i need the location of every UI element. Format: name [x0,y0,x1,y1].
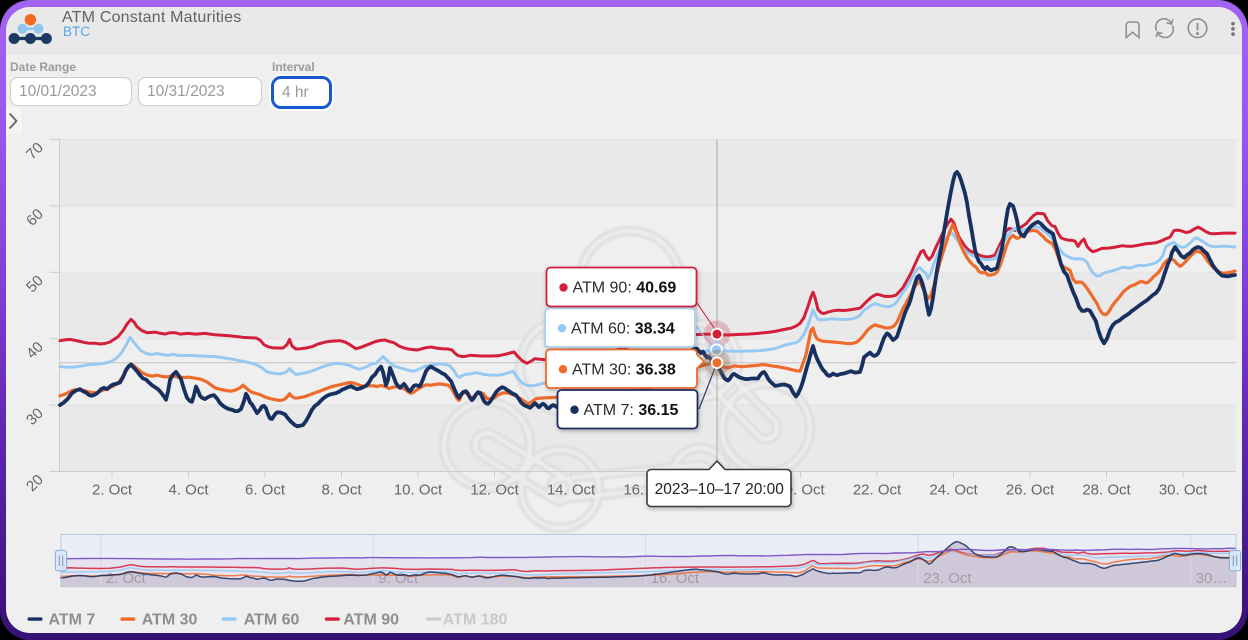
svg-text:ATM 30: 36.38: ATM 30: 36.38 [572,361,676,378]
svg-text:23. Oct: 23. Oct [923,570,972,587]
svg-text:22. Oct: 22. Oct [853,482,902,499]
svg-text:ATM 7: 36.15: ATM 7: 36.15 [584,402,679,419]
svg-text:12. Oct: 12. Oct [470,482,519,499]
svg-text:2023–10–17 20:00: 2023–10–17 20:00 [655,481,785,498]
svg-text:4. Oct: 4. Oct [168,482,209,499]
svg-text:26. Oct: 26. Oct [1006,482,1055,499]
svg-text:ATM 180: ATM 180 [443,612,508,629]
svg-text:40: 40 [23,339,47,363]
svg-text:ATM 30: ATM 30 [142,612,198,629]
svg-text:30…: 30… [1196,570,1228,587]
svg-text:14. Oct: 14. Oct [547,482,596,499]
svg-text:24. Oct: 24. Oct [929,482,978,499]
svg-text:2. Oct: 2. Oct [92,482,133,499]
svg-text:10. Oct: 10. Oct [394,482,443,499]
svg-text:8. Oct: 8. Oct [321,482,362,499]
svg-text:ATM 60: ATM 60 [244,612,300,629]
svg-text:6. Oct: 6. Oct [245,482,286,499]
svg-text:ATM 60: 38.34: ATM 60: 38.34 [571,320,675,337]
svg-text:20: 20 [23,471,47,495]
svg-text:70: 70 [23,139,47,163]
svg-text:28. Oct: 28. Oct [1082,482,1131,499]
svg-text:ATM 90: 40.69: ATM 90: 40.69 [573,280,677,297]
svg-text:ATM 7: ATM 7 [49,612,96,629]
svg-text:ATM 90: ATM 90 [343,612,399,629]
svg-text:30: 30 [23,405,47,429]
svg-text:60: 60 [23,206,47,230]
svg-text:30. Oct: 30. Oct [1159,482,1208,499]
svg-text:50: 50 [23,272,47,296]
